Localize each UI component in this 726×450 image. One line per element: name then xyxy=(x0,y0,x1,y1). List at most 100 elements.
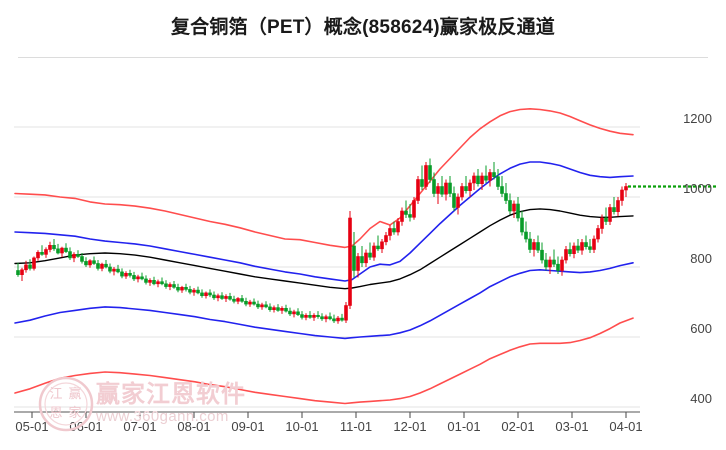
upper-outer-band xyxy=(14,108,634,249)
candle-body xyxy=(540,249,544,261)
candle-body xyxy=(248,301,252,305)
candle-body xyxy=(460,186,464,198)
candle-body xyxy=(428,165,432,180)
candle-body xyxy=(424,165,428,187)
candle-body xyxy=(276,307,280,311)
candle-body xyxy=(604,217,608,222)
candle-body xyxy=(448,182,452,194)
candle-body xyxy=(28,264,32,269)
x-axis-tick-label: 05-01 xyxy=(15,419,49,434)
candle-body xyxy=(608,207,612,222)
upper-inner-band xyxy=(14,161,634,282)
candle-body xyxy=(64,247,68,252)
candle-body xyxy=(476,175,480,184)
candle-body xyxy=(296,311,300,315)
candle-body xyxy=(456,196,460,208)
candle-body xyxy=(488,172,492,181)
candle-body xyxy=(564,249,568,261)
candle-body xyxy=(528,238,532,250)
candle-body xyxy=(224,296,228,299)
candle-body xyxy=(116,268,120,273)
band-series-group xyxy=(14,108,634,405)
candle-body xyxy=(104,263,108,268)
candle-body xyxy=(600,217,604,229)
candle-body xyxy=(32,257,36,269)
candle-body xyxy=(556,263,560,271)
candle-body xyxy=(452,193,456,208)
candle-body xyxy=(544,259,548,268)
candle-body xyxy=(268,306,272,310)
candle-body xyxy=(16,270,20,275)
candle-body xyxy=(152,279,156,285)
candle-body xyxy=(20,269,24,275)
candle-body xyxy=(208,292,212,296)
candle-body xyxy=(96,263,100,269)
candle-body xyxy=(48,245,52,250)
candle-body xyxy=(560,259,564,271)
candle-body xyxy=(340,317,344,321)
candle-body xyxy=(56,248,60,254)
candle-body xyxy=(128,272,132,276)
x-axis-tick-label: 09-01 xyxy=(231,419,265,434)
candle-body xyxy=(568,249,572,254)
candle-body xyxy=(228,296,232,300)
candle-body xyxy=(376,245,380,250)
candle-body xyxy=(584,242,588,247)
candle-body xyxy=(332,318,336,322)
x-axis-tick-label: 11-01 xyxy=(339,419,373,434)
y-axis-tick-label: 800 xyxy=(690,251,712,266)
candle-body xyxy=(212,294,216,299)
candle-body xyxy=(76,254,80,257)
candle-body xyxy=(420,179,424,187)
candle-body xyxy=(444,182,448,195)
candle-body xyxy=(412,200,416,218)
header-divider xyxy=(18,57,708,58)
candle-body xyxy=(552,259,556,265)
candle-body xyxy=(368,252,372,258)
candle-body xyxy=(588,246,592,250)
candle-body xyxy=(180,286,184,291)
candle-body xyxy=(172,284,176,288)
candle-body xyxy=(216,295,220,299)
candle-body xyxy=(520,217,524,233)
candle-body xyxy=(100,263,104,269)
x-axis-tick-label: 02-01 xyxy=(501,419,535,434)
candle-body xyxy=(484,175,488,181)
x-axis-tick-label: 12-01 xyxy=(393,419,427,434)
candle-body xyxy=(508,200,512,212)
candle-body xyxy=(504,193,508,201)
candle-body xyxy=(480,175,484,184)
candle-body xyxy=(124,272,128,277)
candle-body xyxy=(156,281,160,285)
candle-body xyxy=(280,307,284,311)
candle-body xyxy=(336,317,340,322)
candle-body xyxy=(620,189,624,201)
candle-body xyxy=(164,283,168,287)
candle-body xyxy=(432,179,436,194)
candle-body xyxy=(400,210,404,222)
candle-body xyxy=(120,271,124,277)
candle-body xyxy=(112,268,116,272)
candle-body xyxy=(144,278,148,283)
candle-body xyxy=(576,245,580,251)
candle-body xyxy=(168,284,172,287)
candle-body xyxy=(264,304,268,308)
candle-body xyxy=(572,245,576,254)
candle-body xyxy=(344,305,348,321)
candle-body xyxy=(140,276,144,280)
candle-body xyxy=(232,298,236,302)
x-axis-tick-label: 08-01 xyxy=(177,419,211,434)
candle-body xyxy=(348,217,352,306)
candle-body xyxy=(24,264,28,271)
candle-body xyxy=(272,307,276,311)
candle-body xyxy=(440,186,444,195)
candle-body xyxy=(596,228,600,240)
candle-body xyxy=(404,210,408,215)
candle-body xyxy=(52,245,56,250)
candle-body xyxy=(532,242,536,250)
candle-body xyxy=(44,249,48,255)
candle-body xyxy=(236,298,240,302)
candle-body xyxy=(304,314,308,318)
mid-line xyxy=(14,208,634,290)
